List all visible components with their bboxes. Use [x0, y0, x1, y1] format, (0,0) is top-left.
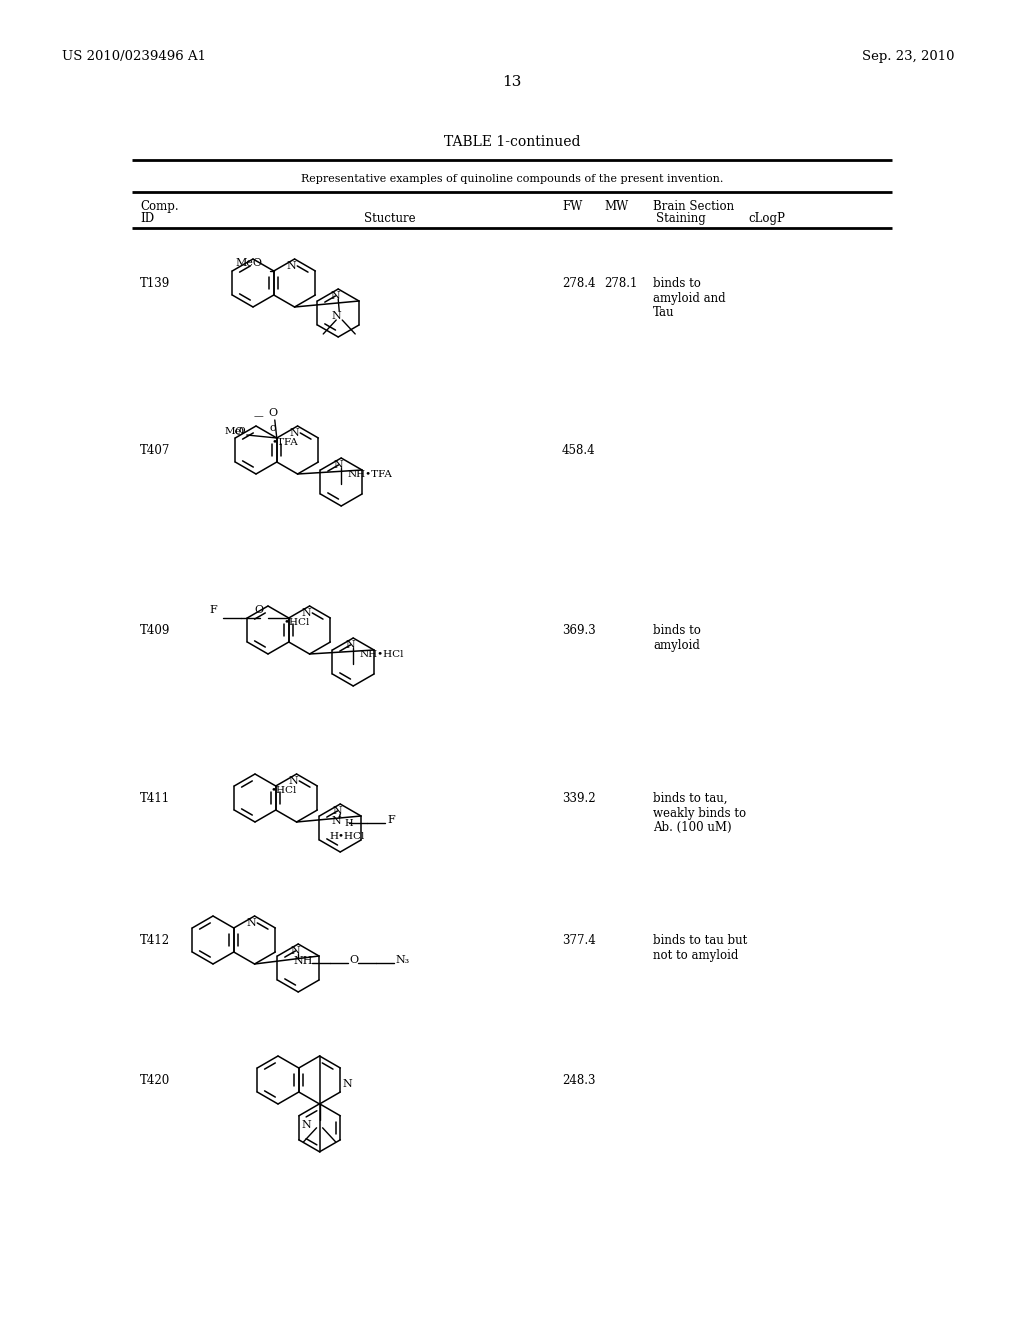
Text: Tau: Tau — [653, 306, 675, 319]
Text: O: O — [254, 605, 263, 615]
Text: T409: T409 — [140, 624, 170, 638]
Text: N: N — [290, 428, 299, 438]
Text: H•HCl: H•HCl — [330, 832, 365, 841]
Text: amyloid and: amyloid and — [653, 292, 726, 305]
Text: 278.1: 278.1 — [604, 277, 637, 290]
Text: N: N — [247, 917, 256, 928]
Text: Comp.: Comp. — [140, 201, 178, 213]
Text: not to amyloid: not to amyloid — [653, 949, 738, 962]
Text: N: N — [291, 946, 300, 956]
Text: Sep. 23, 2010: Sep. 23, 2010 — [862, 50, 954, 63]
Text: N: N — [302, 609, 311, 618]
Text: N: N — [302, 1119, 311, 1130]
Text: N: N — [342, 1078, 352, 1089]
Text: 13: 13 — [503, 75, 521, 88]
Text: T420: T420 — [140, 1074, 170, 1086]
Text: O: O — [234, 426, 244, 437]
Text: 278.4: 278.4 — [562, 277, 596, 290]
Text: binds to tau but: binds to tau but — [653, 935, 748, 946]
Text: H: H — [344, 818, 353, 828]
Text: Brain Section: Brain Section — [653, 201, 734, 213]
Text: TABLE 1-continued: TABLE 1-continued — [443, 135, 581, 149]
Text: US 2010/0239496 A1: US 2010/0239496 A1 — [62, 50, 206, 63]
Text: N: N — [332, 312, 341, 321]
Text: N: N — [345, 640, 355, 649]
Text: ID: ID — [140, 213, 155, 224]
Text: F: F — [209, 605, 217, 615]
Text: •HCl: •HCl — [284, 618, 310, 627]
Text: o: o — [239, 425, 246, 436]
Text: 369.3: 369.3 — [562, 624, 596, 638]
Text: T139: T139 — [140, 277, 170, 290]
Text: T407: T407 — [140, 444, 170, 457]
Text: MW: MW — [604, 201, 629, 213]
Text: F: F — [387, 814, 395, 825]
Text: MeO: MeO — [236, 257, 263, 268]
Text: NH: NH — [293, 956, 312, 966]
Text: NH•HCl: NH•HCl — [359, 649, 403, 659]
Text: T412: T412 — [140, 935, 170, 946]
Text: •TFA: •TFA — [271, 438, 298, 447]
Text: Representative examples of quinoline compounds of the present invention.: Representative examples of quinoline com… — [301, 174, 723, 183]
Text: Me: Me — [225, 428, 242, 437]
Text: O: O — [349, 954, 358, 965]
Text: T411: T411 — [140, 792, 170, 805]
Text: o: o — [269, 422, 276, 433]
Text: 377.4: 377.4 — [562, 935, 596, 946]
Text: N₃: N₃ — [395, 954, 410, 965]
Text: —: — — [254, 412, 263, 421]
Text: N: N — [289, 776, 298, 785]
Text: weakly binds to: weakly binds to — [653, 807, 746, 820]
Text: binds to: binds to — [653, 624, 700, 638]
Text: N: N — [333, 807, 342, 816]
Text: FW: FW — [562, 201, 583, 213]
Text: N: N — [332, 816, 341, 826]
Text: 458.4: 458.4 — [562, 444, 596, 457]
Text: amyloid: amyloid — [653, 639, 699, 652]
Text: N: N — [334, 459, 343, 470]
Text: N: N — [331, 290, 340, 301]
Text: 339.2: 339.2 — [562, 792, 596, 805]
Text: cLogP: cLogP — [748, 213, 784, 224]
Text: O: O — [268, 408, 278, 418]
Text: N: N — [287, 261, 296, 271]
Text: binds to: binds to — [653, 277, 700, 290]
Text: binds to tau,: binds to tau, — [653, 792, 727, 805]
Text: Staining: Staining — [656, 213, 706, 224]
Text: •HCl: •HCl — [270, 785, 297, 795]
Text: Ab. (100 uM): Ab. (100 uM) — [653, 821, 731, 834]
Text: 248.3: 248.3 — [562, 1074, 596, 1086]
Text: NH•TFA: NH•TFA — [347, 470, 392, 479]
Text: Stucture: Stucture — [365, 213, 416, 224]
